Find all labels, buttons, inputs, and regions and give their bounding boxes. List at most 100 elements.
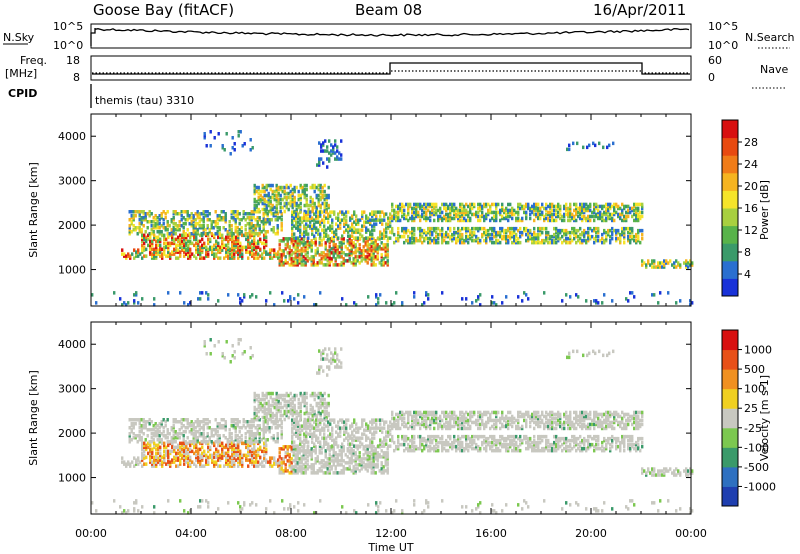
- power-cell: [276, 228, 279, 232]
- power-cell: [242, 212, 245, 216]
- power-cell: [295, 222, 298, 226]
- power-cell: [293, 197, 296, 202]
- velocity-cell: [179, 460, 182, 464]
- velocity-cell: [292, 471, 295, 475]
- power-cell: [263, 185, 266, 190]
- velocity-cell: [286, 445, 289, 449]
- power-cell: [605, 236, 608, 241]
- power-cell: [366, 251, 369, 255]
- power-cell: [295, 216, 298, 220]
- power-cell: [589, 208, 592, 213]
- velocity-cell: [320, 461, 323, 465]
- power-cell: [299, 230, 302, 234]
- power-cell: [557, 238, 560, 243]
- power-cell: [264, 222, 267, 226]
- velocity-cell: [275, 401, 278, 406]
- velocity-cell: [265, 458, 268, 462]
- velocity-cell: [362, 453, 365, 457]
- velocity-cell: [376, 457, 379, 461]
- power-cell: [461, 234, 464, 239]
- power-cell: [201, 250, 204, 254]
- power-cell: [425, 234, 428, 239]
- power-cell: [401, 234, 404, 239]
- power-cell: [377, 297, 380, 301]
- power-cell: [322, 237, 325, 241]
- power-cell: [653, 261, 656, 265]
- power-cell: [563, 206, 566, 211]
- power-cell: [451, 204, 454, 209]
- power-cell: [254, 226, 257, 230]
- power-cell: [627, 208, 630, 213]
- velocity-cell: [338, 459, 341, 463]
- velocity-cell: [332, 463, 335, 467]
- velocity-cell: [177, 451, 180, 456]
- power-cell: [167, 247, 170, 252]
- velocity-cell: [310, 455, 313, 459]
- power-cell: [322, 161, 325, 165]
- velocity-cell: [342, 459, 345, 463]
- power-cell: [651, 293, 654, 297]
- power-cell: [583, 238, 586, 243]
- power-cell: [629, 226, 632, 231]
- power-cell: [254, 232, 257, 236]
- velocity-cell: [192, 436, 195, 440]
- velocity-cell: [292, 469, 295, 473]
- velocity-cell: [224, 424, 227, 428]
- power-cell: [533, 230, 536, 235]
- velocity-cell: [386, 469, 389, 473]
- power-cell: [237, 245, 240, 250]
- power-cell: [128, 224, 131, 228]
- power-cell: [194, 224, 197, 228]
- power-cell: [423, 216, 426, 221]
- power-cell: [405, 228, 408, 233]
- velocity-cell: [222, 426, 225, 430]
- power-cell: [505, 238, 508, 243]
- velocity-cell: [372, 445, 375, 449]
- power-cell: [155, 256, 158, 260]
- power-cell: [224, 218, 227, 222]
- power-cell: [276, 212, 279, 216]
- power-cell: [621, 210, 624, 215]
- velocity-cell: [374, 449, 377, 453]
- power-cell: [284, 247, 287, 251]
- power-colorbar-tick-label: 28: [744, 136, 758, 149]
- velocity-cell: [134, 422, 137, 426]
- power-cell: [371, 224, 374, 228]
- velocity-cell: [293, 418, 296, 422]
- velocity-cell: [310, 463, 313, 467]
- power-cell: [608, 143, 611, 148]
- power-cell: [397, 210, 400, 215]
- power-cell: [156, 230, 159, 234]
- power-cell: [137, 248, 140, 252]
- power-cell: [327, 234, 330, 238]
- power-cell: [248, 212, 251, 216]
- power-cell: [313, 212, 316, 216]
- power-cell: [150, 232, 153, 236]
- power-cell: [576, 141, 579, 146]
- power-cell: [447, 204, 450, 209]
- power-cell: [585, 299, 588, 303]
- velocity-cell: [354, 469, 357, 473]
- velocity-cell: [275, 403, 278, 408]
- power-cell: [302, 245, 305, 249]
- power-cell: [123, 301, 126, 305]
- velocity-cell: [268, 430, 271, 434]
- power-cell: [255, 295, 258, 299]
- velocity-cell: [306, 459, 309, 463]
- power-cell: [543, 216, 546, 221]
- velocity-cell: [386, 451, 389, 455]
- power-cell: [465, 238, 468, 243]
- velocity-cell: [225, 460, 228, 464]
- power-cell: [537, 236, 540, 241]
- power-cell: [200, 224, 203, 228]
- power-cell: [627, 204, 630, 209]
- power-cell: [304, 249, 307, 253]
- power-colorbar-tick-label: 4: [744, 268, 751, 281]
- velocity-cell: [306, 451, 309, 455]
- power-cell: [649, 263, 652, 267]
- power-cell: [501, 236, 504, 241]
- power-cell: [597, 210, 600, 215]
- power-cell: [561, 228, 564, 233]
- power-cell: [551, 218, 554, 223]
- velocity-cell: [218, 434, 221, 438]
